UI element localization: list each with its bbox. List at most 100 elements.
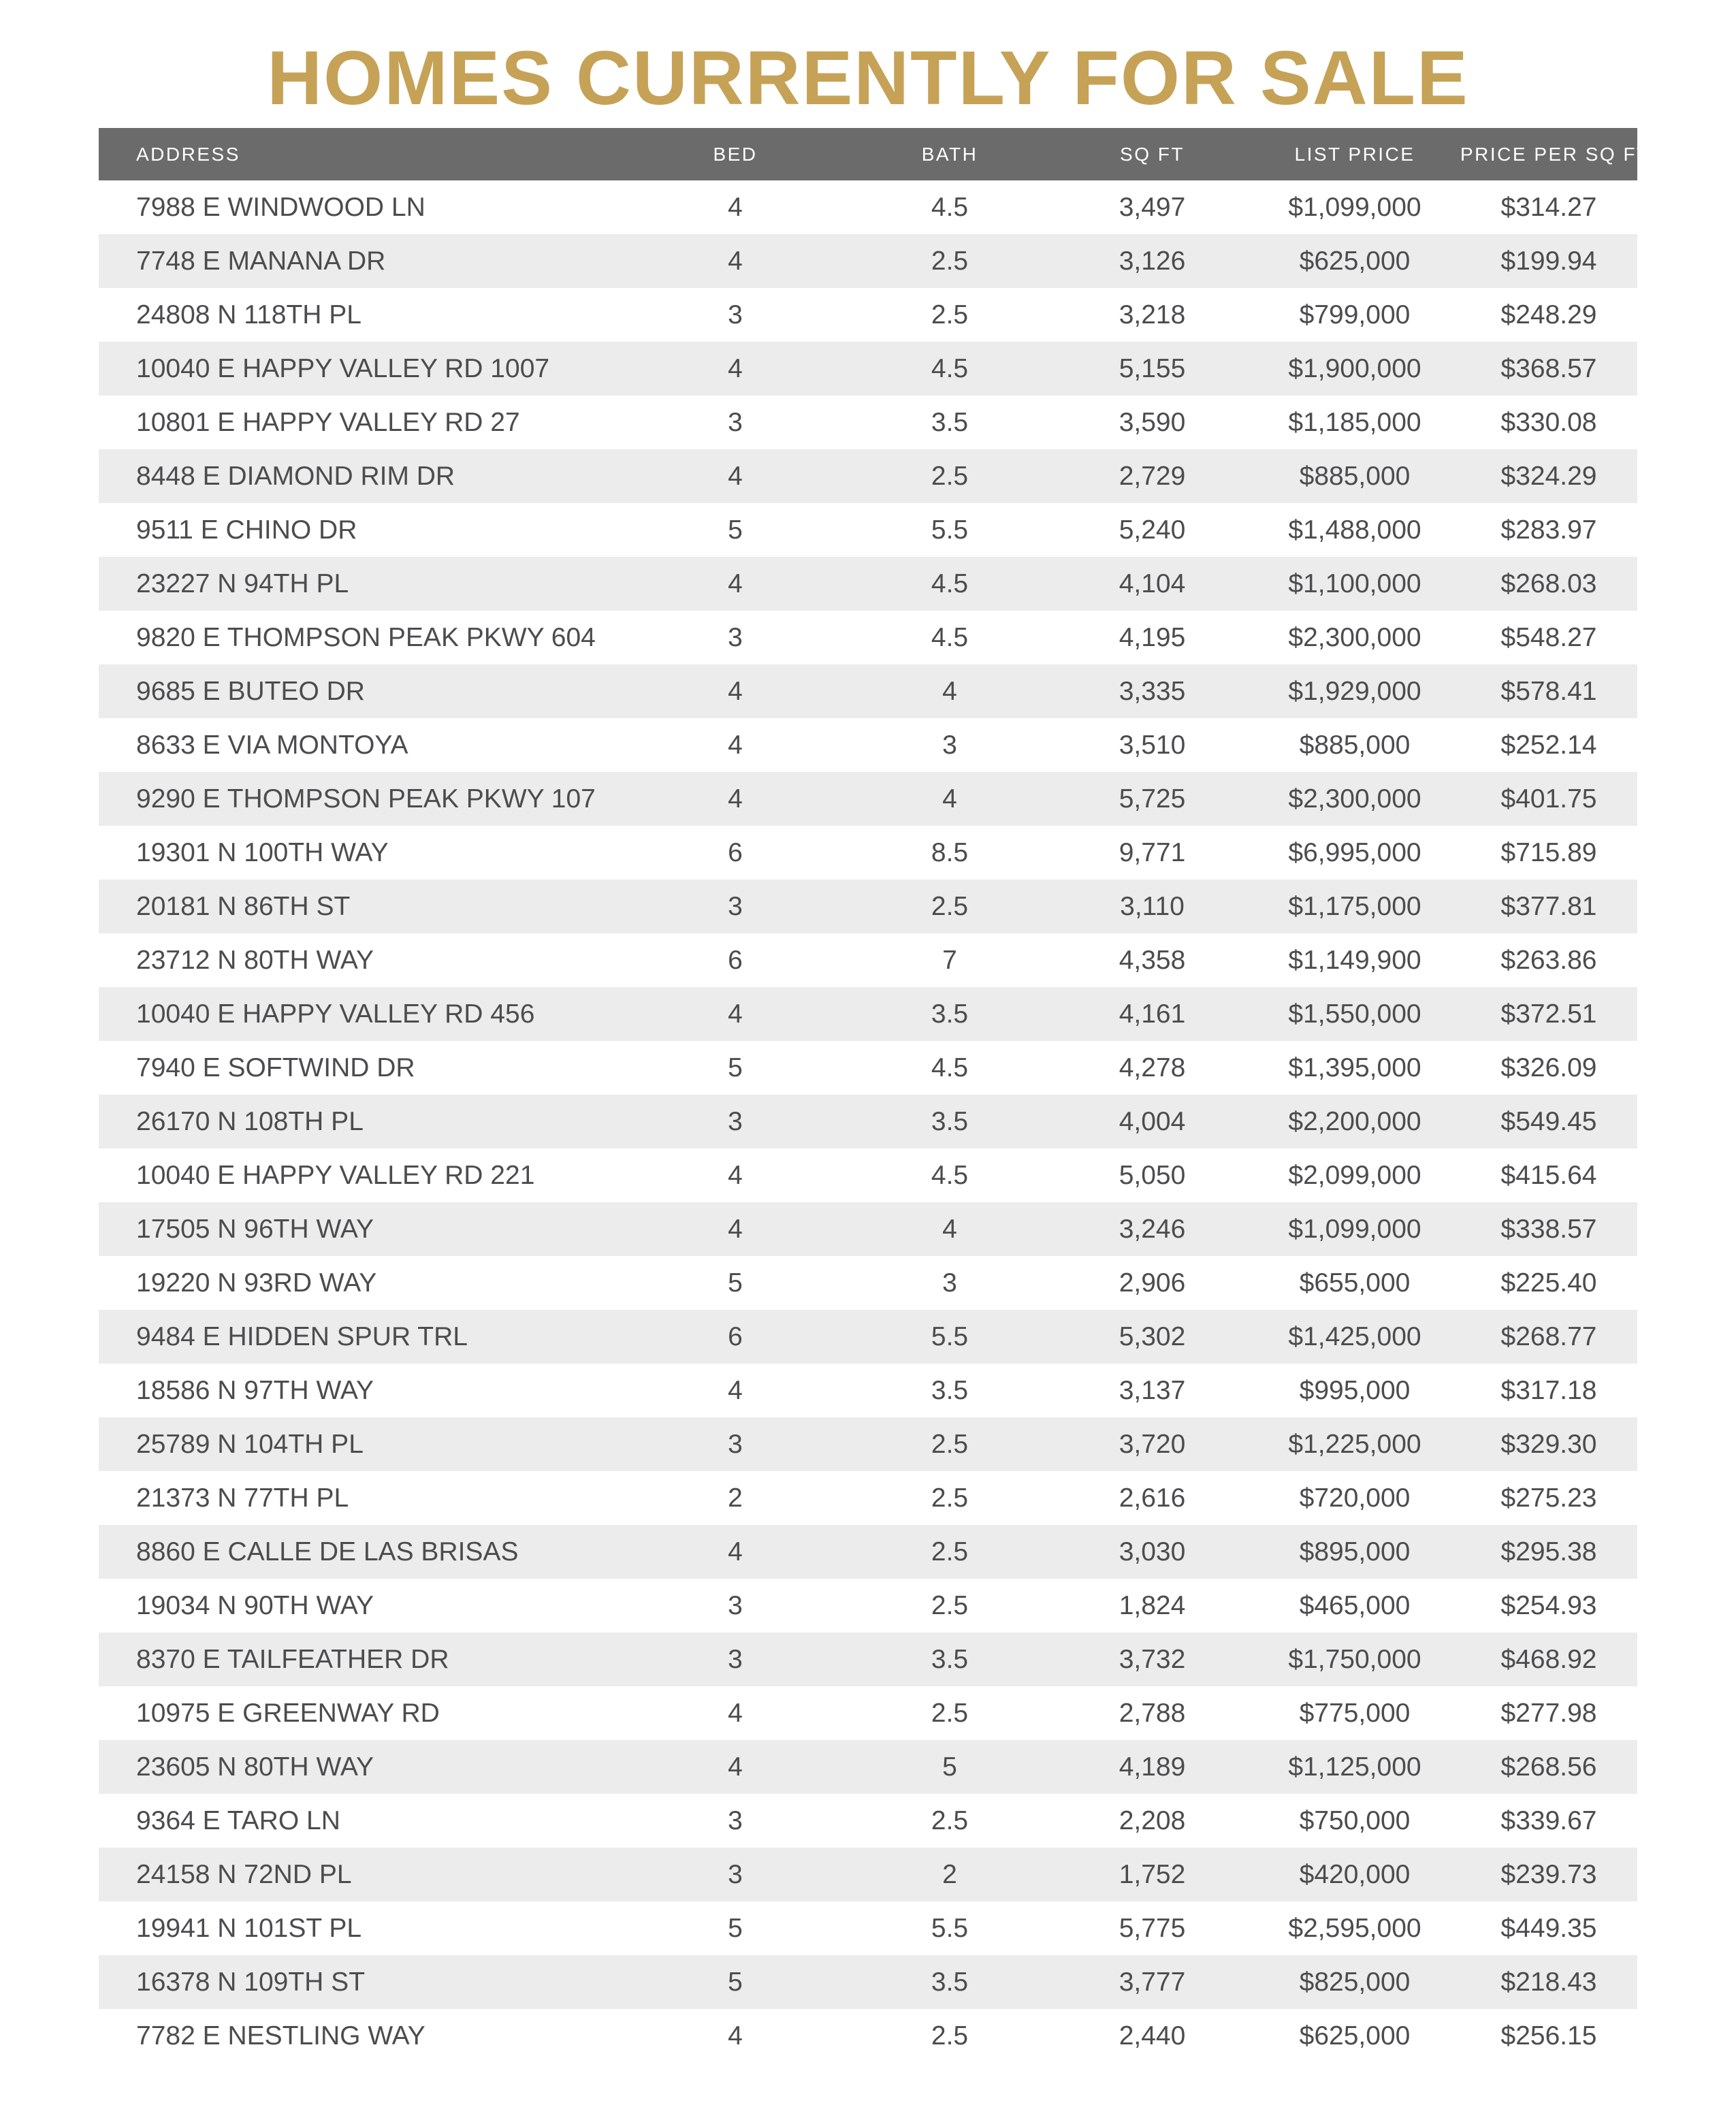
cell-bed: 3 [728, 300, 743, 329]
cell-price-per-sqft: $277.98 [1500, 1698, 1597, 1728]
flyer-page: HOMES CURRENTLY FOR SALE ADDRESS BED BAT… [0, 29, 1736, 2122]
cell-bed: 4 [728, 568, 743, 598]
cell-bath: 2.5 [931, 1483, 969, 1513]
cell-list-price: $2,300,000 [1288, 622, 1421, 652]
table-row: 23227 N 94TH PL 4 4.5 4,104 $1,100,000 $… [99, 557, 1637, 611]
cell-address: 9290 E THOMPSON PEAK PKWY 107 [136, 784, 596, 814]
cell-sqft: 5,775 [1119, 1913, 1186, 1943]
cell-sqft: 2,616 [1119, 1483, 1186, 1513]
cell-list-price: $420,000 [1299, 1859, 1411, 1889]
cell-bath: 5.5 [931, 515, 969, 545]
cell-list-price: $2,200,000 [1288, 1106, 1421, 1136]
cell-sqft: 2,788 [1119, 1698, 1186, 1728]
table-row: 24808 N 118TH PL 3 2.5 3,218 $799,000 $2… [99, 288, 1637, 342]
table-row: 8370 E TAILFEATHER DR 3 3.5 3,732 $1,750… [99, 1633, 1637, 1686]
cell-address: 10040 E HAPPY VALLEY RD 1007 [136, 353, 550, 383]
cell-list-price: $1,125,000 [1288, 1752, 1421, 1782]
cell-price-per-sqft: $283.97 [1500, 515, 1597, 545]
cell-sqft: 3,218 [1119, 300, 1186, 329]
table-row: 19034 N 90TH WAY 3 2.5 1,824 $465,000 $2… [99, 1579, 1637, 1633]
cell-bath: 2.5 [931, 2021, 969, 2051]
cell-address: 9685 E BUTEO DR [136, 676, 365, 706]
cell-bed: 4 [728, 461, 743, 491]
cell-list-price: $1,099,000 [1288, 1214, 1421, 1244]
cell-bath: 5.5 [931, 1321, 969, 1351]
cell-sqft: 5,302 [1119, 1321, 1186, 1351]
cell-bath: 8.5 [931, 837, 969, 867]
cell-list-price: $1,395,000 [1288, 1052, 1421, 1082]
table-row: 9685 E BUTEO DR 4 4 3,335 $1,929,000 $57… [99, 664, 1637, 718]
cell-list-price: $2,300,000 [1288, 784, 1421, 814]
cell-bath: 4.5 [931, 1160, 969, 1190]
cell-address: 19034 N 90TH WAY [136, 1590, 374, 1620]
cell-sqft: 3,126 [1119, 246, 1186, 276]
table-row: 9364 E TARO LN 3 2.5 2,208 $750,000 $339… [99, 1794, 1637, 1848]
cell-address: 23605 N 80TH WAY [136, 1752, 374, 1782]
cell-address: 7748 E MANANA DR [136, 246, 386, 276]
table-row: 23605 N 80TH WAY 4 5 4,189 $1,125,000 $2… [99, 1740, 1637, 1794]
cell-price-per-sqft: $295.38 [1500, 1537, 1597, 1566]
cell-address: 24158 N 72ND PL [136, 1859, 352, 1889]
table-row: 8633 E VIA MONTOYA 4 3 3,510 $885,000 $2… [99, 718, 1637, 772]
table-row: 7940 E SOFTWIND DR 5 4.5 4,278 $1,395,00… [99, 1041, 1637, 1095]
cell-address: 19941 N 101ST PL [136, 1913, 362, 1943]
cell-bed: 4 [728, 1698, 743, 1728]
cell-list-price: $775,000 [1299, 1698, 1411, 1728]
cell-price-per-sqft: $268.56 [1500, 1752, 1597, 1782]
cell-bath: 2.5 [931, 1590, 969, 1620]
table-row: 25789 N 104TH PL 3 2.5 3,720 $1,225,000 … [99, 1417, 1637, 1471]
cell-bath: 4 [942, 676, 957, 706]
cell-bath: 4 [942, 1214, 957, 1244]
cell-price-per-sqft: $317.18 [1500, 1375, 1597, 1405]
cell-address: 8633 E VIA MONTOYA [136, 730, 408, 760]
table-row: 21373 N 77TH PL 2 2.5 2,616 $720,000 $27… [99, 1471, 1637, 1525]
cell-price-per-sqft: $275.23 [1500, 1483, 1597, 1513]
cell-bed: 3 [728, 1805, 743, 1835]
cell-sqft: 3,590 [1119, 407, 1186, 437]
cell-price-per-sqft: $268.77 [1500, 1321, 1597, 1351]
cell-price-per-sqft: $339.67 [1500, 1805, 1597, 1835]
cell-address: 10040 E HAPPY VALLEY RD 221 [136, 1160, 535, 1190]
cell-bed: 4 [728, 1537, 743, 1566]
cell-address: 7940 E SOFTWIND DR [136, 1052, 415, 1082]
cell-sqft: 4,104 [1119, 568, 1186, 598]
cell-address: 21373 N 77TH PL [136, 1483, 349, 1513]
cell-price-per-sqft: $401.75 [1500, 784, 1597, 814]
cell-list-price: $750,000 [1299, 1805, 1411, 1835]
column-header-bath: BATH [844, 128, 1055, 180]
cell-list-price: $625,000 [1299, 2021, 1411, 2051]
cell-bed: 6 [728, 945, 743, 975]
cell-bath: 3 [942, 1268, 957, 1298]
cell-bath: 7 [942, 945, 957, 975]
column-header-address: ADDRESS [99, 128, 626, 180]
cell-bed: 5 [728, 1913, 743, 1943]
cell-price-per-sqft: $368.57 [1500, 353, 1597, 383]
cell-bed: 5 [728, 1268, 743, 1298]
cell-bed: 3 [728, 891, 743, 921]
cell-bath: 4.5 [931, 622, 969, 652]
cell-sqft: 3,246 [1119, 1214, 1186, 1244]
cell-bath: 5 [942, 1752, 957, 1782]
cell-list-price: $625,000 [1299, 246, 1411, 276]
cell-sqft: 3,137 [1119, 1375, 1186, 1405]
cell-bed: 4 [728, 1375, 743, 1405]
cell-sqft: 5,050 [1119, 1160, 1186, 1190]
cell-sqft: 1,752 [1119, 1859, 1186, 1889]
table-row: 10040 E HAPPY VALLEY RD 456 4 3.5 4,161 … [99, 987, 1637, 1041]
cell-sqft: 3,497 [1119, 192, 1186, 222]
table-row: 8860 E CALLE DE LAS BRISAS 4 2.5 3,030 $… [99, 1525, 1637, 1579]
table-row: 10975 E GREENWAY RD 4 2.5 2,788 $775,000… [99, 1686, 1637, 1740]
table-row: 23712 N 80TH WAY 6 7 4,358 $1,149,900 $2… [99, 933, 1637, 987]
cell-address: 10801 E HAPPY VALLEY RD 27 [136, 407, 520, 437]
table-row: 24158 N 72ND PL 3 2 1,752 $420,000 $239.… [99, 1848, 1637, 1901]
cell-address: 9484 E HIDDEN SPUR TRL [136, 1321, 468, 1351]
cell-address: 10975 E GREENWAY RD [136, 1698, 440, 1728]
cell-bath: 2.5 [931, 1429, 969, 1459]
table-row: 9290 E THOMPSON PEAK PKWY 107 4 4 5,725 … [99, 772, 1637, 826]
cell-price-per-sqft: $199.94 [1500, 246, 1597, 276]
table-row: 7988 E WINDWOOD LN 4 4.5 3,497 $1,099,00… [99, 180, 1637, 234]
cell-list-price: $1,900,000 [1288, 353, 1421, 383]
cell-address: 25789 N 104TH PL [136, 1429, 364, 1459]
cell-address: 8370 E TAILFEATHER DR [136, 1644, 449, 1674]
cell-price-per-sqft: $256.15 [1500, 2021, 1597, 2051]
